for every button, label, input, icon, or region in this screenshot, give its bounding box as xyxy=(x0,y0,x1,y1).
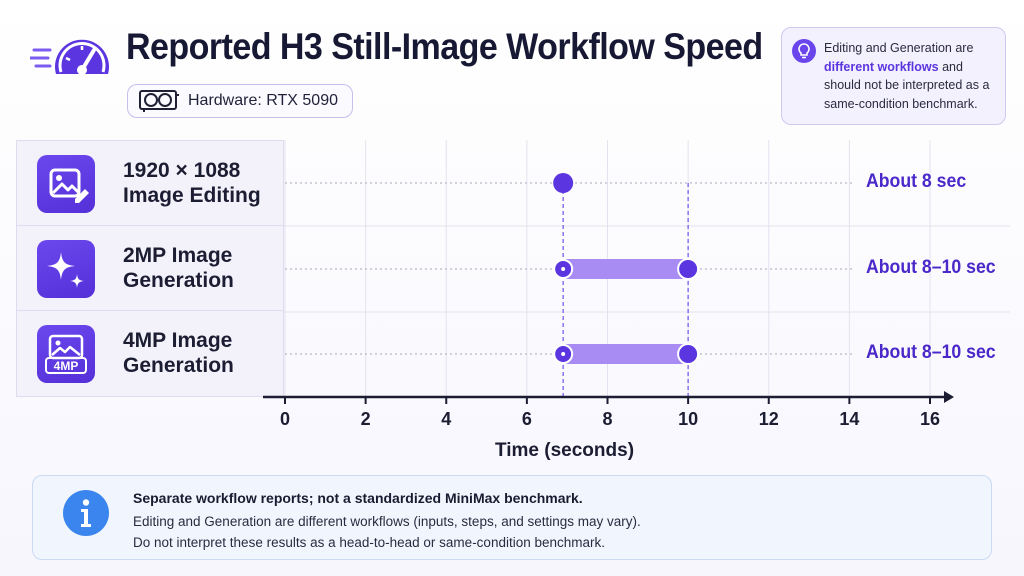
row-label-panel: 1920 × 1088 Image Editing 2MP Image Genera… xyxy=(16,140,284,397)
note-callout: Editing and Generation are different wor… xyxy=(781,27,1006,125)
x-tick-label: 12 xyxy=(758,409,779,429)
row-label-editing: 1920 × 1088 Image Editing xyxy=(17,141,283,226)
row-label-line1: 4MP Image xyxy=(123,329,233,352)
range-end-marker xyxy=(677,343,700,365)
range-bar xyxy=(563,259,689,279)
hardware-label: Hardware: RTX 5090 xyxy=(188,92,338,109)
disclaimer-line: Editing and Generation are different wor… xyxy=(133,514,641,529)
x-axis-label: Time (seconds) xyxy=(495,440,635,461)
x-tick-label: 4 xyxy=(441,409,452,429)
row-label-line2: Generation xyxy=(123,269,234,292)
row-label-4mp: 4MP 4MP Image Generation xyxy=(17,311,283,396)
range-start-dot xyxy=(561,352,566,356)
note-text: Editing and Generation are different wor… xyxy=(824,41,990,111)
image-4mp-icon: 4MP xyxy=(37,325,95,383)
x-axis xyxy=(263,391,954,404)
point-marker xyxy=(553,173,574,193)
info-icon xyxy=(63,490,109,536)
row-label-line2: Image Editing xyxy=(123,184,261,207)
range-bar xyxy=(563,344,689,364)
gpu-card-icon xyxy=(139,90,179,112)
value-label: About 8–10 sec xyxy=(866,342,996,363)
row-label-line1: 1920 × 1088 xyxy=(123,159,241,182)
sparkle-icon xyxy=(37,240,95,298)
disclaimer-title: Separate workflow reports; not a standar… xyxy=(133,490,583,506)
speedometer-icon xyxy=(30,39,109,75)
disclaimer-line: Do not interpret these results as a head… xyxy=(133,535,606,550)
x-axis-arrow xyxy=(944,391,954,403)
value-label: About 8–10 sec xyxy=(866,257,996,278)
x-tick-label: 14 xyxy=(839,409,860,429)
x-tick-label: 10 xyxy=(678,409,699,429)
range-end-marker xyxy=(677,258,700,280)
x-tick-label: 8 xyxy=(602,409,613,429)
image-edit-icon xyxy=(37,155,95,213)
range-start-dot xyxy=(561,267,566,271)
row-label-2mp: 2MP Image Generation xyxy=(17,226,283,311)
x-tick-label: 0 xyxy=(279,409,290,429)
x-tick-label: 2 xyxy=(360,409,371,429)
row-label-line2: Generation xyxy=(123,354,234,377)
disclaimer-panel: Separate workflow reports; not a standar… xyxy=(32,475,992,560)
page-title: Reported H3 Still-Image Workflow Speed xyxy=(126,26,763,67)
chart-marks xyxy=(553,173,700,365)
lightbulb-icon xyxy=(792,39,816,63)
x-tick-label: 6 xyxy=(521,409,532,429)
hardware-badge: Hardware: RTX 5090 xyxy=(127,84,353,118)
value-label: About 8 sec xyxy=(866,171,967,192)
svg-text:4MP: 4MP xyxy=(54,359,79,373)
x-tick-label: 16 xyxy=(919,409,941,429)
row-label-line1: 2MP Image xyxy=(123,244,233,267)
